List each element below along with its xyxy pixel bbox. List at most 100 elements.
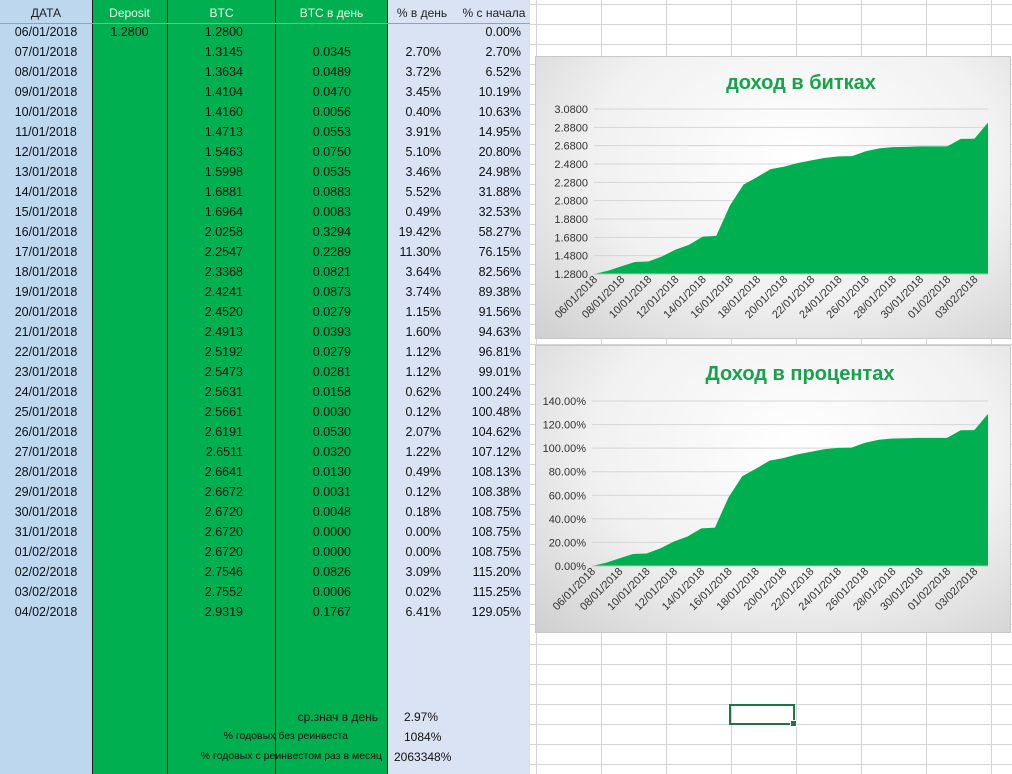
- cell-pct-start[interactable]: 10.63%: [478, 105, 521, 119]
- cell-pct-start[interactable]: 91.56%: [478, 305, 521, 319]
- cell-date[interactable]: 29/01/2018: [14, 485, 78, 499]
- cell-deposit[interactable]: [92, 342, 167, 362]
- cell-deposit[interactable]: [92, 242, 167, 262]
- cell-date[interactable]: 21/01/2018: [14, 325, 78, 339]
- cell-date[interactable]: 16/01/2018: [14, 225, 78, 239]
- cell-deposit[interactable]: [92, 562, 167, 582]
- cell-deposit[interactable]: [92, 362, 167, 382]
- cell-pct-day[interactable]: 0.00%: [405, 545, 441, 559]
- cell-btc[interactable]: 1.4713: [204, 125, 243, 139]
- cell-pct-start[interactable]: 6.52%: [485, 65, 521, 79]
- cell-pct-start[interactable]: 94.63%: [478, 325, 521, 339]
- cell-deposit[interactable]: [92, 322, 167, 342]
- cell-pct-day[interactable]: 0.02%: [405, 585, 441, 599]
- cell-btc-day[interactable]: 0.0821: [312, 265, 351, 279]
- cell-deposit[interactable]: [92, 402, 167, 422]
- cell-date[interactable]: 24/01/2018: [14, 385, 78, 399]
- cell-btc-day[interactable]: 0.0320: [312, 445, 351, 459]
- cell-deposit[interactable]: [92, 462, 167, 482]
- cell-deposit[interactable]: [92, 522, 167, 542]
- cell-deposit[interactable]: [92, 122, 167, 142]
- cell-deposit[interactable]: [92, 542, 167, 562]
- cell-pct-day[interactable]: 6.41%: [405, 605, 441, 619]
- cell-deposit[interactable]: [92, 142, 167, 162]
- cell-date[interactable]: 23/01/2018: [14, 365, 78, 379]
- cell-pct-start[interactable]: 0.00%: [485, 25, 521, 39]
- cell-pct-start[interactable]: 82.56%: [478, 265, 521, 279]
- cell-date[interactable]: 12/01/2018: [14, 145, 78, 159]
- avg-per-day-value[interactable]: 2.97%: [404, 710, 439, 724]
- cell-pct-start[interactable]: 20.80%: [478, 145, 521, 159]
- cell-btc-day[interactable]: 0.0000: [312, 525, 351, 539]
- cell-deposit[interactable]: 1.2800: [110, 25, 149, 39]
- cell-btc[interactable]: 1.5463: [204, 145, 243, 159]
- cell-btc[interactable]: 1.4160: [204, 105, 243, 119]
- cell-btc[interactable]: 1.4104: [204, 85, 243, 99]
- cell-date[interactable]: 25/01/2018: [14, 405, 78, 419]
- cell-pct-start[interactable]: 31.88%: [478, 185, 521, 199]
- cell-date[interactable]: 08/01/2018: [14, 65, 78, 79]
- cell-date[interactable]: 20/01/2018: [14, 305, 78, 319]
- cell-deposit[interactable]: [92, 222, 167, 242]
- cell-pct-day[interactable]: 3.09%: [405, 565, 441, 579]
- cell-date[interactable]: 10/01/2018: [14, 105, 78, 119]
- cell-btc-day[interactable]: 0.0883: [312, 185, 351, 199]
- cell-pct-day[interactable]: 2.07%: [405, 425, 441, 439]
- cell-date[interactable]: 07/01/2018: [14, 45, 78, 59]
- cell-pct-start[interactable]: 32.53%: [478, 205, 521, 219]
- cell-btc[interactable]: 2.4520: [204, 305, 243, 319]
- cell-date[interactable]: 26/01/2018: [14, 425, 78, 439]
- cell-btc-day[interactable]: 0.0530: [312, 425, 351, 439]
- cell-btc-day[interactable]: 0.2289: [312, 245, 351, 259]
- cell-date[interactable]: 22/01/2018: [14, 345, 78, 359]
- cell-btc[interactable]: 2.0258: [204, 225, 243, 239]
- cell-deposit[interactable]: [92, 302, 167, 322]
- cell-btc[interactable]: 2.6672: [204, 485, 243, 499]
- cell-pct-start[interactable]: 108.75%: [471, 545, 521, 559]
- cell-btc-day[interactable]: [276, 22, 351, 42]
- cell-date[interactable]: 01/02/2018: [14, 545, 78, 559]
- cell-deposit[interactable]: [92, 162, 167, 182]
- cell-btc[interactable]: 1.5998: [204, 165, 243, 179]
- cell-btc-day[interactable]: 0.0873: [312, 285, 351, 299]
- header-pct-day[interactable]: % в день: [396, 6, 448, 20]
- cell-deposit[interactable]: [92, 282, 167, 302]
- cell-btc[interactable]: 2.7546: [204, 565, 243, 579]
- cell-pct-day[interactable]: 1.12%: [405, 365, 441, 379]
- cell-btc[interactable]: 2.7552: [204, 585, 243, 599]
- cell-btc-day[interactable]: 0.0279: [312, 345, 351, 359]
- cell-pct-day[interactable]: 3.91%: [405, 125, 441, 139]
- cell-btc-day[interactable]: 0.0031: [312, 485, 351, 499]
- cell-btc[interactable]: 2.6720: [204, 525, 243, 539]
- cell-btc-day[interactable]: 0.0056: [312, 105, 351, 119]
- header-date[interactable]: ДАТА: [30, 6, 62, 20]
- header-btc[interactable]: BTC: [209, 6, 234, 20]
- cell-pct-day[interactable]: 5.52%: [405, 185, 441, 199]
- cell-pct-start[interactable]: 89.38%: [478, 285, 521, 299]
- cell-btc-day[interactable]: 0.0279: [312, 305, 351, 319]
- cell-pct-day[interactable]: 11.30%: [399, 245, 441, 259]
- annual-no-reinvest-value[interactable]: 1084%: [404, 730, 442, 744]
- annual-reinvest-value[interactable]: 2063348%: [394, 750, 452, 764]
- cell-deposit[interactable]: [92, 202, 167, 222]
- cell-pct-start[interactable]: 99.01%: [478, 365, 521, 379]
- header-btc-day[interactable]: BTC в день: [299, 6, 364, 20]
- cell-date[interactable]: 27/01/2018: [14, 445, 78, 459]
- percent-income-chart[interactable]: Доход в процентах 0.00% 20.00% 40.00% 60.00%…: [535, 345, 1011, 633]
- cell-pct-day[interactable]: 3.74%: [405, 285, 441, 299]
- cell-btc[interactable]: 1.3145: [204, 45, 243, 59]
- cell-btc[interactable]: 2.6720: [204, 505, 243, 519]
- cell-pct-day[interactable]: 19.42%: [398, 225, 441, 239]
- cell-deposit[interactable]: [92, 182, 167, 202]
- cell-deposit[interactable]: [92, 382, 167, 402]
- annual-no-reinvest-label[interactable]: % годовых без реинвеста: [223, 730, 348, 742]
- cell-btc-day[interactable]: 0.0750: [312, 145, 351, 159]
- cell-btc[interactable]: 2.5661: [204, 405, 243, 419]
- cell-btc[interactable]: 2.6511: [205, 445, 243, 459]
- cell-deposit[interactable]: [92, 42, 167, 62]
- cell-btc-day[interactable]: 0.1767: [312, 605, 351, 619]
- cell-btc-day[interactable]: 0.0281: [312, 365, 351, 379]
- cell-date[interactable]: 17/01/2018: [14, 245, 78, 259]
- cell-btc[interactable]: 2.5631: [204, 385, 243, 399]
- cell-btc[interactable]: 1.6881: [204, 185, 243, 199]
